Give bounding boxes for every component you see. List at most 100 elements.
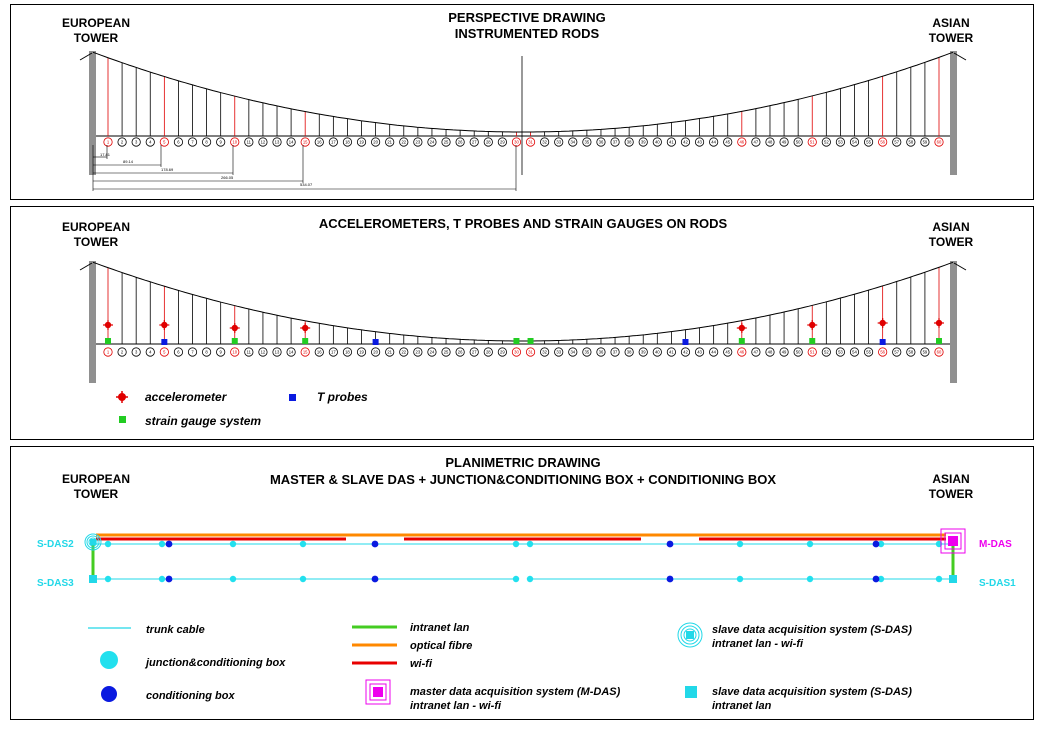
rod-number: 46 — [739, 350, 744, 355]
trunk-cable-legend-label: trunk cable — [146, 624, 205, 636]
rod-marker — [371, 347, 381, 357]
rod-marker — [540, 137, 550, 147]
rod-number: 46 — [739, 140, 744, 145]
main-cable — [92, 51, 954, 133]
sdas-lan-legend-icon — [685, 686, 697, 698]
rod-marker — [159, 347, 169, 357]
rod-number: 33 — [556, 350, 561, 355]
rod-marker — [385, 347, 395, 357]
mdas-legend-label: master data acquisition system (M-DAS) — [410, 686, 621, 698]
rod-number: 44 — [711, 140, 716, 145]
rod-number: 55 — [866, 350, 871, 355]
rod-number: 43 — [697, 350, 702, 355]
dimension-label: 89.14 — [123, 159, 134, 164]
rod-marker — [216, 347, 226, 357]
rod-number: 15 — [303, 140, 308, 145]
rod-marker — [666, 347, 676, 357]
rod-number: 9 — [220, 350, 223, 355]
rod-marker — [568, 137, 578, 147]
rod-marker — [117, 347, 127, 357]
rod-number: 39 — [641, 350, 646, 355]
junction-box — [806, 575, 814, 583]
accelerometer — [229, 323, 240, 333]
accelerometer — [300, 323, 311, 333]
rod-number: 49 — [782, 350, 787, 355]
european-tower-label: EUROPEAN — [62, 220, 130, 234]
dimension-label: 178.69 — [161, 167, 174, 172]
junction-box — [877, 575, 885, 583]
rod-marker — [399, 137, 409, 147]
rod-marker — [511, 347, 522, 357]
rod-marker — [652, 137, 662, 147]
rod-marker — [737, 137, 747, 147]
s-das2-ring — [86, 535, 100, 549]
junction-box — [526, 540, 534, 548]
junction-box — [736, 575, 744, 583]
rod-number: 48 — [768, 140, 773, 145]
rod-marker — [624, 347, 634, 357]
rod-number: 42 — [683, 350, 688, 355]
strain-gauge — [936, 338, 942, 344]
rod-number: 42 — [683, 140, 688, 145]
rod-number: 2 — [121, 140, 124, 145]
rod-marker — [525, 137, 536, 147]
rod-number: 43 — [697, 140, 702, 145]
european-tower — [89, 51, 96, 175]
rod-marker — [385, 137, 395, 147]
perspective-subtitle: INSTRUMENTED RODS — [455, 26, 600, 41]
rod-marker — [103, 137, 113, 147]
rod-marker — [878, 137, 888, 147]
junction-box — [158, 540, 166, 548]
rod-number: 34 — [570, 350, 575, 355]
rod-marker — [779, 137, 789, 147]
rod-number: 53 — [838, 140, 843, 145]
planimetric-panel: PLANIMETRIC DRAWING MASTER & SLAVE DAS +… — [10, 446, 1034, 720]
accelerometer — [736, 323, 747, 333]
rod-number: 28 — [486, 140, 491, 145]
rod-marker — [638, 137, 648, 147]
rod-number: 27 — [472, 140, 477, 145]
rod-number: 11 — [247, 350, 252, 355]
rod-number: 52 — [824, 350, 829, 355]
junction-box — [104, 540, 112, 548]
rod-marker — [779, 347, 789, 357]
rod-marker — [371, 137, 381, 147]
rod-number: 38 — [627, 350, 632, 355]
rod-marker — [469, 137, 479, 147]
optical-fibre-legend-label: optical fibre — [410, 640, 472, 652]
rod-marker — [793, 137, 803, 147]
strain-gauge — [302, 338, 309, 344]
rod-number: 3 — [135, 140, 138, 145]
rod-number: 25 — [444, 350, 449, 355]
rod-marker — [666, 137, 676, 147]
rod-number: 12 — [261, 140, 266, 145]
rod-marker — [540, 347, 550, 357]
rod-number: 25 — [444, 140, 449, 145]
m-das — [948, 536, 958, 546]
rod-number: 21 — [387, 140, 392, 145]
rod-marker — [652, 347, 662, 357]
rod-marker — [342, 137, 353, 147]
rod-number: 18 — [345, 140, 350, 145]
junction-box — [229, 540, 237, 548]
t-probe-legend-label: T probes — [317, 390, 368, 404]
sdas1-label: S-DAS1 — [979, 578, 1016, 589]
rod-marker — [244, 347, 254, 357]
rod-number: 30 — [514, 350, 519, 355]
rod-marker — [582, 137, 592, 147]
rod-number: 4 — [149, 140, 152, 145]
conditioning-box — [872, 575, 880, 583]
strain-gauge — [231, 338, 238, 344]
accelerometer — [934, 318, 944, 328]
rod-marker — [342, 347, 353, 357]
rod-marker — [582, 347, 592, 357]
asian-tower-label: ASIAN — [932, 16, 969, 30]
junction-box — [512, 540, 520, 548]
rod-number: 58 — [908, 350, 913, 355]
asian-tower — [950, 51, 957, 175]
rod-number: 15 — [303, 350, 308, 355]
rod-marker — [596, 137, 606, 147]
rod-number: 51 — [810, 350, 815, 355]
rod-marker — [258, 347, 268, 357]
rod-number: 21 — [387, 350, 392, 355]
